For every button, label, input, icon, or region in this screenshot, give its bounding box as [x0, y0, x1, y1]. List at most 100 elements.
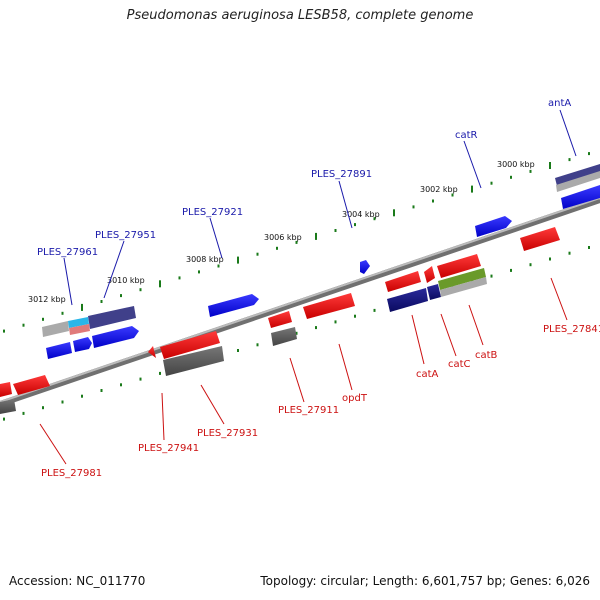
scale-dot — [178, 276, 181, 280]
scale-dot — [373, 308, 376, 312]
tick-label-3004: 3004 kbp — [342, 210, 380, 219]
scale-dot — [334, 229, 337, 232]
gene-cata-red-small — [424, 266, 435, 283]
scale-dot — [139, 288, 142, 292]
gene-ples-27961-a — [42, 321, 69, 337]
map-title: Pseudomonas aeruginosa LESB58, complete … — [126, 8, 474, 23]
gene-catc-red — [437, 254, 481, 278]
scale-dot — [237, 256, 239, 264]
scale-dot — [529, 169, 532, 173]
reverse-leaders — [39, 277, 568, 465]
tick-label-3008: 3008 kbp — [186, 255, 224, 264]
gene-fwd-2 — [73, 337, 92, 352]
tick-label-3006: 3006 kbp — [264, 233, 302, 242]
label-catb: catB — [475, 350, 498, 361]
scale-dot — [22, 323, 25, 327]
gene-anta-c — [561, 185, 600, 209]
reverse-scale-dots — [3, 246, 590, 421]
gene-fwd-1 — [46, 342, 72, 359]
reverse-gene-labels: PLES_27981 PLES_27941 PLES_27931 PLES_27… — [41, 324, 600, 479]
backbone — [0, 197, 600, 407]
scale-dot — [81, 394, 83, 398]
gene-cata-red — [385, 271, 421, 292]
forward-leaders — [63, 109, 577, 306]
label-catc: catC — [448, 359, 471, 370]
label-ples-27841: PLES_27841 — [543, 324, 600, 335]
scale-dot — [3, 417, 5, 421]
label-ples-27951: PLES_27951 — [95, 230, 156, 241]
tick-label-3000: 3000 kbp — [497, 160, 535, 169]
scale-dot — [354, 314, 356, 318]
gene-rev-left-b — [13, 375, 50, 395]
scale-dot — [490, 274, 493, 278]
scale-dot — [295, 331, 298, 335]
gene-rev-left-a — [0, 382, 12, 397]
gene-ples-27961-b — [68, 317, 89, 328]
tick-label-3002: 3002 kbp — [420, 185, 458, 194]
scale-dot — [529, 263, 532, 267]
gene-ples-27931-b — [163, 346, 224, 376]
scale-dot — [198, 270, 200, 274]
scale-dot — [549, 257, 551, 261]
scale-dot — [334, 320, 337, 324]
scale-dot — [315, 326, 317, 330]
label-ples-27961: PLES_27961 — [37, 247, 98, 258]
scale-dot — [256, 252, 259, 256]
scale-dot — [568, 251, 571, 255]
scale-dot — [3, 329, 5, 333]
scale-dot — [412, 205, 415, 209]
gene-opdt — [303, 293, 355, 319]
forward-genes — [42, 164, 600, 359]
gene-catb-green — [438, 268, 486, 290]
scale-dot — [588, 246, 590, 249]
scale-dot — [159, 371, 161, 375]
scale-dot — [22, 411, 25, 415]
forward-gene-labels: PLES_27961 PLES_27951 PLES_27921 PLES_27… — [37, 98, 571, 258]
gene-catr — [475, 216, 512, 237]
scale-dot — [393, 209, 395, 217]
scale-dot — [354, 223, 356, 227]
label-ples-27891: PLES_27891 — [311, 169, 372, 180]
gene-ples-27911-b — [271, 327, 297, 346]
scale-dot — [471, 185, 473, 193]
label-cata: catA — [416, 369, 439, 380]
scale-dot — [100, 300, 103, 303]
scale-dot — [159, 280, 161, 288]
gene-catb-gray — [440, 277, 487, 297]
tick-label-3010: 3010 kbp — [107, 276, 145, 285]
gene-fwd-3 — [92, 326, 139, 348]
scale-dot — [549, 162, 551, 169]
label-ples-27941: PLES_27941 — [138, 443, 199, 454]
label-anta: antA — [548, 98, 571, 109]
scale-dot — [373, 217, 376, 221]
gene-ples-27911-a — [268, 311, 292, 328]
gene-rev-left-gray — [0, 399, 16, 414]
label-ples-27911: PLES_27911 — [278, 405, 339, 416]
scale-labels: 3012 kbp 3010 kbp 3008 kbp 3006 kbp 3004… — [28, 160, 535, 304]
label-catr: catR — [455, 130, 478, 141]
scale-dot — [295, 240, 298, 244]
scale-dot — [217, 264, 220, 268]
gene-ples-27841 — [520, 227, 560, 251]
scale-dot — [120, 294, 122, 298]
gene-ples-27961-c — [69, 324, 90, 335]
gene-ples-27931-a — [160, 331, 220, 359]
scale-dot — [451, 193, 454, 197]
scale-dot — [42, 317, 44, 321]
scale-dot — [276, 246, 278, 250]
scale-dot — [256, 343, 259, 347]
scale-dot — [510, 175, 512, 179]
scale-dot — [315, 232, 317, 240]
scale-dot — [61, 311, 64, 315]
gene-ples-27921 — [208, 294, 259, 317]
reverse-genes — [0, 227, 560, 414]
scale-dot — [490, 181, 493, 185]
accession-text: Accession: NC_011770 — [9, 574, 146, 588]
gene-ples-27941 — [148, 346, 156, 358]
scale-dot — [139, 377, 142, 381]
forward-scale-dots — [3, 152, 590, 333]
scale-dot — [432, 199, 434, 203]
tick-label-3012: 3012 kbp — [28, 295, 66, 304]
scale-dot — [510, 268, 512, 272]
